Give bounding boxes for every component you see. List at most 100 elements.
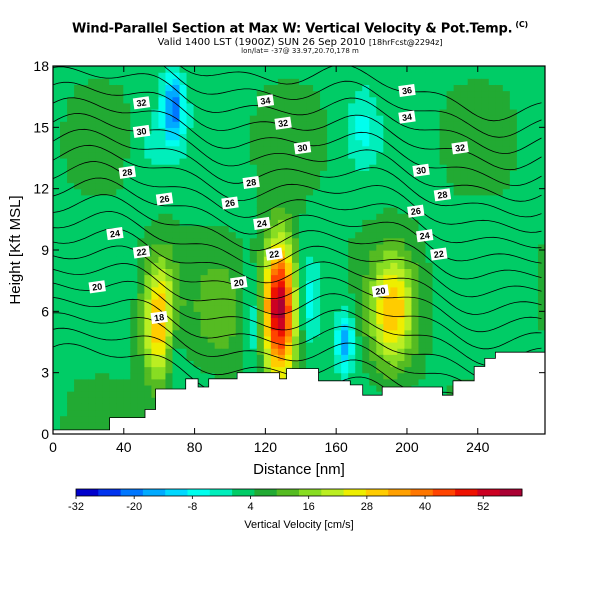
field-cell	[200, 311, 209, 319]
field-cell	[158, 292, 167, 300]
field-cell	[299, 342, 307, 349]
field-cell	[362, 72, 370, 79]
field-cell	[355, 329, 363, 337]
colorbar-tick-label: 16	[303, 501, 315, 513]
field-cell	[474, 213, 483, 220]
field-cell	[509, 127, 518, 135]
field-cell	[537, 78, 545, 85]
field-cell	[81, 243, 89, 251]
field-cell	[481, 329, 490, 337]
field-cell	[530, 102, 539, 110]
field-cell	[495, 72, 504, 79]
field-cell	[151, 72, 160, 79]
field-cell	[144, 397, 152, 404]
field-cell	[341, 108, 349, 116]
field-cell	[207, 299, 216, 306]
field-cell	[474, 145, 483, 153]
field-cell	[530, 311, 539, 319]
field-cell	[95, 409, 103, 417]
field-cell	[355, 237, 363, 245]
field-cell	[341, 96, 349, 104]
field-cell	[348, 311, 356, 319]
field-cell	[306, 225, 314, 233]
field-cell	[362, 158, 370, 165]
field-cell	[284, 158, 293, 165]
field-cell	[355, 139, 363, 147]
field-cell	[390, 280, 398, 288]
field-cell	[299, 213, 307, 220]
field-cell	[95, 170, 103, 177]
field-cell	[341, 348, 349, 355]
field-cell	[123, 176, 131, 184]
field-cell	[362, 66, 370, 73]
field-cell	[137, 237, 145, 245]
field-cell	[418, 360, 427, 368]
field-cell	[172, 139, 181, 147]
field-cell	[369, 145, 377, 153]
field-cell	[404, 243, 413, 251]
field-cell	[88, 164, 96, 171]
field-cell	[263, 311, 272, 319]
field-cell	[355, 317, 363, 325]
field-cell	[334, 354, 342, 361]
field-cell	[488, 329, 497, 337]
field-cell	[299, 164, 307, 171]
field-cell	[390, 151, 398, 159]
field-cell	[88, 225, 96, 233]
field-cell	[460, 225, 469, 233]
field-cell	[228, 170, 237, 177]
field-cell	[404, 66, 413, 73]
field-cell	[186, 151, 195, 159]
field-cell	[432, 274, 441, 282]
field-cell	[306, 329, 314, 337]
field-cell	[256, 348, 265, 355]
field-cell	[137, 108, 145, 116]
field-cell	[341, 268, 349, 276]
field-cell	[383, 378, 391, 386]
field-cell	[320, 237, 328, 245]
field-cell	[348, 170, 356, 177]
field-cell	[151, 360, 160, 368]
field-cell	[151, 299, 160, 306]
field-cell	[376, 133, 384, 141]
field-cell	[172, 108, 181, 116]
field-cell	[446, 243, 455, 251]
field-cell	[446, 360, 455, 368]
field-cell	[453, 219, 462, 227]
field-cell	[186, 127, 195, 135]
field-cell	[432, 164, 441, 171]
field-cell	[207, 323, 216, 331]
field-cell	[144, 158, 152, 165]
field-cell	[109, 237, 117, 245]
field-cell	[376, 200, 384, 208]
field-cell	[81, 121, 89, 128]
field-cell	[313, 170, 321, 177]
field-cell	[467, 84, 476, 92]
field-cell	[453, 225, 462, 233]
field-cell	[320, 121, 328, 128]
field-cell	[102, 96, 110, 104]
field-cell	[256, 170, 265, 177]
field-cell	[425, 207, 434, 214]
field-cell	[137, 176, 145, 184]
field-cell	[446, 66, 455, 73]
colorbar-swatch	[232, 489, 255, 496]
field-cell	[186, 342, 195, 349]
field-cell	[60, 348, 68, 355]
field-cell	[460, 360, 469, 368]
field-cell	[425, 200, 434, 208]
field-cell	[369, 262, 377, 269]
field-cell	[516, 292, 525, 300]
x-tick-label: 80	[187, 439, 203, 455]
field-cell	[509, 311, 518, 319]
field-cell	[432, 115, 441, 122]
field-cell	[74, 200, 82, 208]
field-cell	[270, 102, 279, 110]
field-cell	[467, 170, 476, 177]
field-cell	[81, 127, 89, 135]
field-cell	[109, 311, 117, 319]
field-cell	[355, 366, 363, 374]
field-cell	[474, 243, 483, 251]
field-cell	[67, 158, 75, 165]
